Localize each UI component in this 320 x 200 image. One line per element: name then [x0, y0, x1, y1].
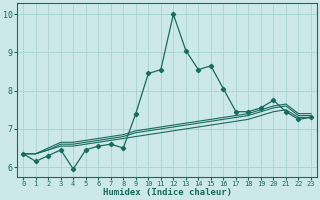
- X-axis label: Humidex (Indice chaleur): Humidex (Indice chaleur): [103, 188, 232, 197]
